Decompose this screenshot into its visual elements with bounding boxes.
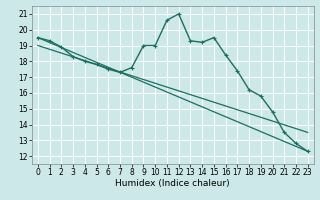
X-axis label: Humidex (Indice chaleur): Humidex (Indice chaleur) [116,179,230,188]
